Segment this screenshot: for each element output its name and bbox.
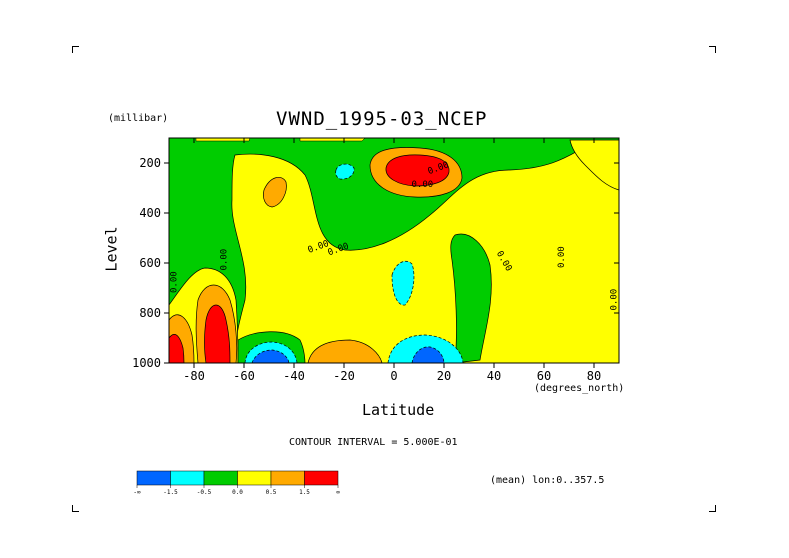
x-axis-units: (degrees_north): [534, 383, 625, 394]
x-tick-label: 20: [437, 369, 451, 383]
crop-mark-top-left: [72, 46, 79, 53]
crop-mark-bottom-right: [709, 505, 716, 512]
positive-region-central: [231, 139, 619, 363]
y-tick-label: 200: [139, 156, 161, 170]
colorbar-swatch: [170, 470, 205, 486]
x-axis-title: Latitude: [362, 401, 435, 419]
colorbar-swatch: [203, 470, 238, 486]
cyan-min-upper: [335, 163, 355, 180]
y-tick-label: 1000: [132, 356, 161, 370]
x-tick-label: 0: [390, 369, 397, 383]
contour-label: 0.00: [170, 271, 180, 293]
x-tick-label: -20: [333, 369, 355, 383]
x-tick-label: -40: [283, 369, 305, 383]
colorbar-tick-label: -0.5: [197, 489, 212, 496]
upper-boundary-strip-2: [299, 138, 366, 142]
contour-label: 0.00: [412, 180, 434, 190]
chart-title: VWND_1995-03_NCEP: [276, 108, 488, 130]
x-tick-label: 40: [487, 369, 501, 383]
contour-label: 0.00: [610, 289, 620, 311]
contour-interval-text: CONTOUR INTERVAL = 5.000E-01: [289, 437, 458, 448]
colorbar-tick-label: 0.5: [266, 489, 277, 496]
x-tick-label: -80: [183, 369, 205, 383]
y-axis-units: (millibar): [108, 113, 169, 124]
colorbar-tick-label: ∞: [336, 489, 340, 496]
colorbar-swatch: [270, 470, 305, 486]
upper-boundary-strip: [195, 138, 251, 142]
colorbar-swatch: [304, 470, 339, 486]
crop-mark-bottom-left: [72, 505, 79, 512]
x-tick-label: 60: [537, 369, 551, 383]
colorbar-swatch: [136, 470, 171, 486]
colorbar-tick-label: 1.5: [299, 489, 310, 496]
colorbar-tick-label: 0.0: [232, 489, 243, 496]
red-max-far-south: [169, 334, 185, 363]
negative-tongue-north: [450, 233, 492, 363]
colorbar-tick-label: -∞: [133, 489, 141, 496]
orange-max-upper: [263, 176, 287, 208]
footer-mean-text: (mean) lon:0..357.5: [490, 475, 605, 486]
y-axis: 200 400 600 800 1000: [132, 156, 619, 370]
contour-label: 0.00: [557, 246, 567, 268]
positive-region-northeast: [569, 139, 619, 191]
cyan-min-mid: [391, 261, 415, 306]
y-tick-label: 600: [139, 256, 161, 270]
colorbar-swatch: [237, 470, 272, 486]
crop-mark-top-right: [709, 46, 716, 53]
x-tick-label: -60: [233, 369, 255, 383]
blue-min-surface-tropical: [411, 346, 445, 363]
x-axis: -80 -60 -40 -20 0 20 40 60 80: [183, 138, 601, 383]
contour-label: 0.00: [220, 249, 230, 271]
x-tick-label: 80: [587, 369, 601, 383]
colorbar: -∞ -1.5 -0.5 0.0 0.5 1.5 ∞: [133, 470, 340, 496]
colorbar-tick-label: -1.5: [163, 489, 178, 496]
blue-min-surface-south: [251, 349, 290, 363]
orange-max-surface: [307, 339, 383, 363]
y-tick-label: 400: [139, 206, 161, 220]
red-max-south: [204, 304, 231, 363]
red-max-tropical-upper: [385, 154, 450, 187]
y-tick-label: 800: [139, 306, 161, 320]
